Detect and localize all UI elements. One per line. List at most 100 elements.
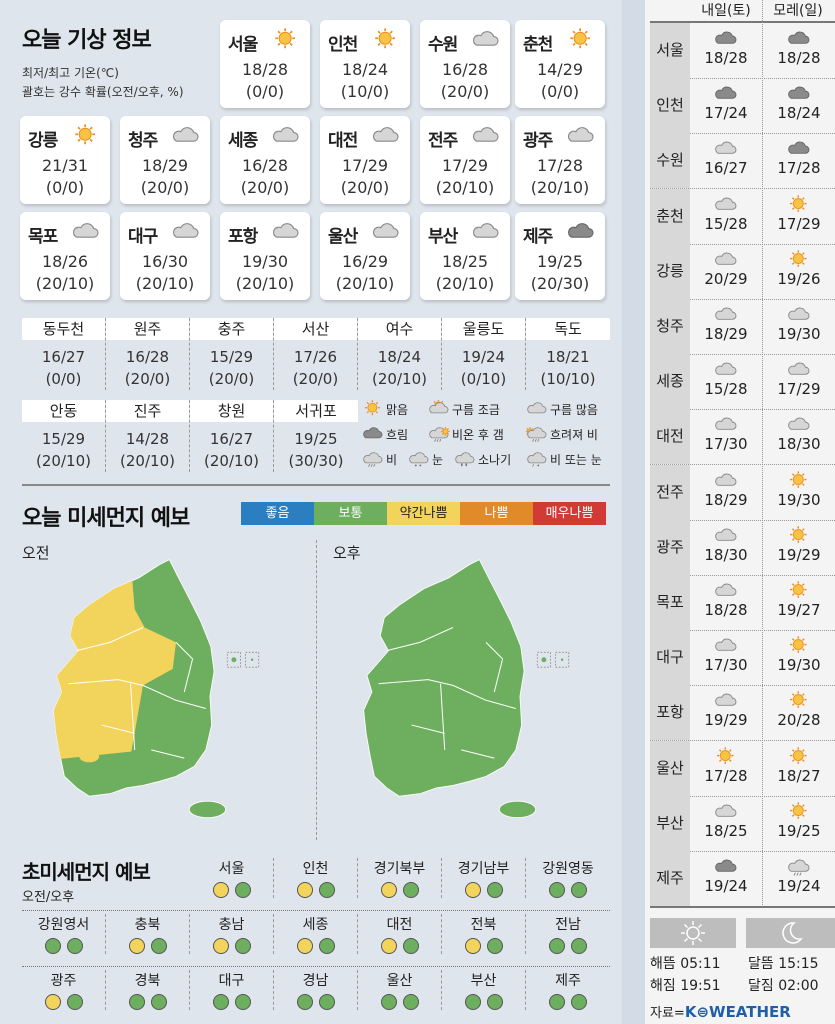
temperature: 16/28 (241, 156, 289, 175)
rain-probability: (20/10) (435, 274, 495, 293)
weather-icon-wrap (270, 124, 302, 148)
city-name: 인천 (328, 35, 358, 55)
tomorrow-cell: 18/30 (690, 520, 762, 575)
city-name: 서산 (274, 318, 357, 340)
region-name: 인천 (302, 861, 329, 877)
am-level-dot (212, 994, 229, 1010)
overcast-icon (568, 223, 594, 238)
region-name: 광주 (50, 973, 77, 989)
rain-probability: (20/10) (372, 370, 427, 388)
temperature: 21/31 (41, 156, 89, 175)
tomorrow-cell: 17/24 (690, 78, 762, 133)
city-tile: 포항 19/30 (20/10) (220, 212, 310, 300)
city-name: 춘천 (523, 35, 553, 55)
legend-label: 맑음 (386, 402, 409, 417)
scale-slightly-bad: 약간나쁨 (387, 502, 460, 525)
region-name: 대구 (218, 973, 245, 989)
temperature: 17/26 (293, 348, 338, 366)
weather-icon-wrap (270, 28, 302, 52)
am-level-dot (212, 882, 229, 898)
rain-probability: (0/10) (460, 370, 507, 388)
rain-probability: (20/0) (140, 178, 190, 197)
temperature: 18/24 (377, 348, 422, 366)
rain-probability: (0/0) (540, 82, 580, 101)
temperature: 19/29 (704, 711, 748, 730)
am-level-dot (44, 938, 61, 954)
dokdo-box (245, 651, 260, 668)
weather-icon-wrap (170, 220, 202, 244)
temperature: 15/29 (41, 430, 86, 448)
city-tile: 강릉 21/31 (0/0) (20, 116, 110, 204)
source-prefix: 자료= (650, 1006, 685, 1021)
section-divider (22, 484, 610, 486)
city-cell: 여수 18/24 (20/10) (358, 318, 442, 390)
am-level-dot (44, 994, 61, 1010)
pm-level-dot (234, 938, 251, 954)
city-name: 여수 (358, 318, 441, 340)
row-divider (22, 966, 610, 967)
ultrafine-region: 울산 (358, 970, 442, 1010)
overcast-icon (363, 427, 383, 439)
temperature: 18/21 (546, 348, 590, 366)
city-name: 포항 (228, 227, 258, 247)
tomorrow-cell: 15/28 (690, 354, 762, 409)
sunset: 해짐 19:51 (650, 978, 721, 994)
korea-region (363, 559, 525, 797)
sunny-icon (790, 194, 807, 212)
tomorrow-cell: 18/25 (690, 796, 762, 851)
day-after-cell: 18/24 (763, 78, 835, 133)
temperature: 18/29 (704, 490, 748, 509)
city-name: 동두천 (22, 318, 105, 340)
row-divider (22, 910, 610, 911)
day-after-cell: 19/27 (763, 575, 835, 630)
city-cell: 진주 14/28 (20/10) (106, 400, 190, 472)
forecast-row: 대전 17/30 18/30 (650, 409, 835, 466)
tomorrow-cell: 15/28 (690, 189, 762, 244)
ultrafine-region: 제주 (526, 970, 610, 1010)
city-name: 부산 (650, 795, 690, 851)
am-level-dot (549, 994, 565, 1010)
temperature: 18/28 (777, 49, 821, 67)
rain-probability: (20/0) (240, 178, 290, 197)
city-name: 전주 (428, 131, 458, 151)
region-name: 전남 (555, 917, 581, 933)
ultrafine-region: 강원영서 (22, 914, 106, 954)
sunny-icon (790, 581, 807, 598)
legend-item: 구름 많음 (526, 400, 598, 418)
legend-item: 비온 후 갬 (428, 425, 504, 443)
moon-box (746, 918, 835, 948)
day-after-cell: 17/29 (763, 354, 835, 409)
legend-label: 흐림 (386, 427, 409, 442)
ultrafine-region: 대구 (190, 970, 274, 1010)
pm-level-dot (402, 938, 419, 954)
city-name: 광주 (650, 519, 690, 575)
legend-label: 소나기 (478, 452, 512, 467)
city-name: 대구 (128, 227, 158, 247)
am-level-dot (296, 994, 313, 1010)
koweather-logo: K⊜WEATHER (684, 1003, 791, 1021)
ultrafine-region: 충북 (106, 914, 190, 954)
temperature: 18/29 (141, 156, 189, 175)
forecast-row: 부산 18/25 19/25 (650, 795, 835, 852)
overcast-icon (715, 859, 737, 872)
scale-bad: 나쁨 (460, 502, 533, 525)
tomorrow-cell: 18/28 (690, 23, 762, 78)
pm-level-dot (66, 938, 83, 954)
cloudy-icon (473, 31, 499, 46)
ulleungdo-box (536, 651, 551, 668)
am-level-dot (549, 938, 565, 954)
temperature: 16/29 (341, 252, 389, 271)
ultrafine-subtitle: 오전/오후 (22, 890, 75, 905)
city-tile: 대전 17/29 (20/0) (320, 116, 410, 204)
temperature: 18/28 (704, 601, 748, 619)
weather-icon-wrap (70, 220, 102, 244)
weather-icon-wrap (270, 220, 302, 244)
sunny-icon (790, 636, 807, 654)
weather-icon-wrap (370, 124, 402, 148)
city-name: 전주 (650, 464, 690, 520)
am-label: 오전 (22, 544, 50, 562)
city-name: 청주 (650, 299, 690, 354)
cloudy-icon (715, 638, 737, 651)
city-tile: 제주 19/25 (20/30) (515, 212, 605, 300)
pm-level-dot (571, 938, 587, 954)
